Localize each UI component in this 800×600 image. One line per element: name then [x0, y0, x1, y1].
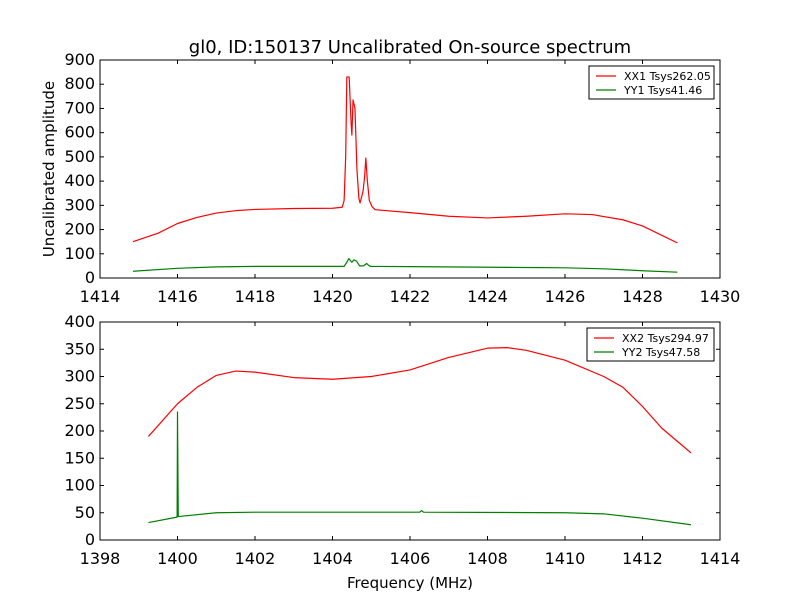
y-tick-label: 200: [64, 421, 95, 440]
series-line-xx2: [147, 347, 692, 454]
y-tick-label: 0: [85, 268, 95, 287]
x-tick-label: 1400: [157, 549, 198, 568]
plot-1: 1414 1416 1418 1420 1422 1424 1426 1428 1430 0 100…: [64, 50, 740, 306]
x-tick-label: 1404: [312, 549, 353, 568]
x-tick-label: 1422: [390, 287, 431, 306]
x-tick-label: 1402: [235, 549, 276, 568]
y-axis-label: Uncalibrated amplitude: [40, 81, 58, 257]
y-tick-label: 700: [64, 98, 95, 117]
x-tick-label: 1408: [467, 549, 508, 568]
y-tick-label: 100: [64, 476, 95, 495]
x-tick-label: 1430: [700, 287, 741, 306]
y-tick-label: 250: [64, 394, 95, 413]
x-tick-label: 1418: [235, 287, 276, 306]
legend-entry: YY2 Tsys47.58: [621, 346, 700, 359]
y-tick-label: 50: [75, 503, 95, 522]
legend-entry: XX1 Tsys262.05: [624, 70, 711, 83]
y-tick-label: 100: [64, 244, 95, 263]
y-tick-label: 500: [64, 147, 95, 166]
y-tick-label: 200: [64, 220, 95, 239]
x-axis-label: Frequency (MHz): [347, 574, 473, 592]
y-tick-label: 400: [64, 312, 95, 331]
x-tick-label: 1410: [545, 549, 586, 568]
plot-2: 1398 1400 1402 1404 1406 1408 1410 1412 1414 0 50 1…: [64, 312, 740, 568]
x-tick-label: 1420: [312, 287, 353, 306]
x-tick-label: 1426: [545, 287, 586, 306]
series-line-yy2: [148, 411, 692, 526]
y-tick-label: 150: [64, 448, 95, 467]
series-line-xx1: [132, 76, 678, 244]
y-tick-label: 600: [64, 123, 95, 142]
y-tick-label: 0: [85, 530, 95, 549]
x-tick-label: 1428: [622, 287, 663, 306]
x-tick-label: 1398: [80, 549, 121, 568]
x-tick-label: 1414: [700, 549, 741, 568]
legend-frame: [586, 327, 715, 362]
legend-entry: XX2 Tsys294.97: [622, 332, 709, 345]
y-tick-label: 300: [64, 195, 95, 214]
series-line-yy1: [132, 258, 678, 273]
x-tick-label: 1416: [157, 287, 198, 306]
y-tick-label: 350: [64, 339, 95, 358]
x-tick-label: 1414: [80, 287, 121, 306]
y-tick-label: 400: [64, 171, 95, 190]
y-tick-label: 300: [64, 367, 95, 386]
legend-entry: YY1 Tsys41.46: [623, 84, 702, 97]
legend-frame: [588, 65, 715, 100]
chart-title: gl0, ID:150137 Uncalibrated On-source sp…: [189, 37, 631, 58]
y-tick-label: 800: [64, 74, 95, 93]
plots: 1414 1416 1418 1420 1422 1424 1426 1428 1430 0 100…: [64, 50, 740, 568]
x-tick-label: 1406: [390, 549, 431, 568]
y-tick-label: 900: [64, 50, 95, 69]
x-tick-label: 1412: [622, 549, 663, 568]
x-tick-label: 1424: [467, 287, 508, 306]
